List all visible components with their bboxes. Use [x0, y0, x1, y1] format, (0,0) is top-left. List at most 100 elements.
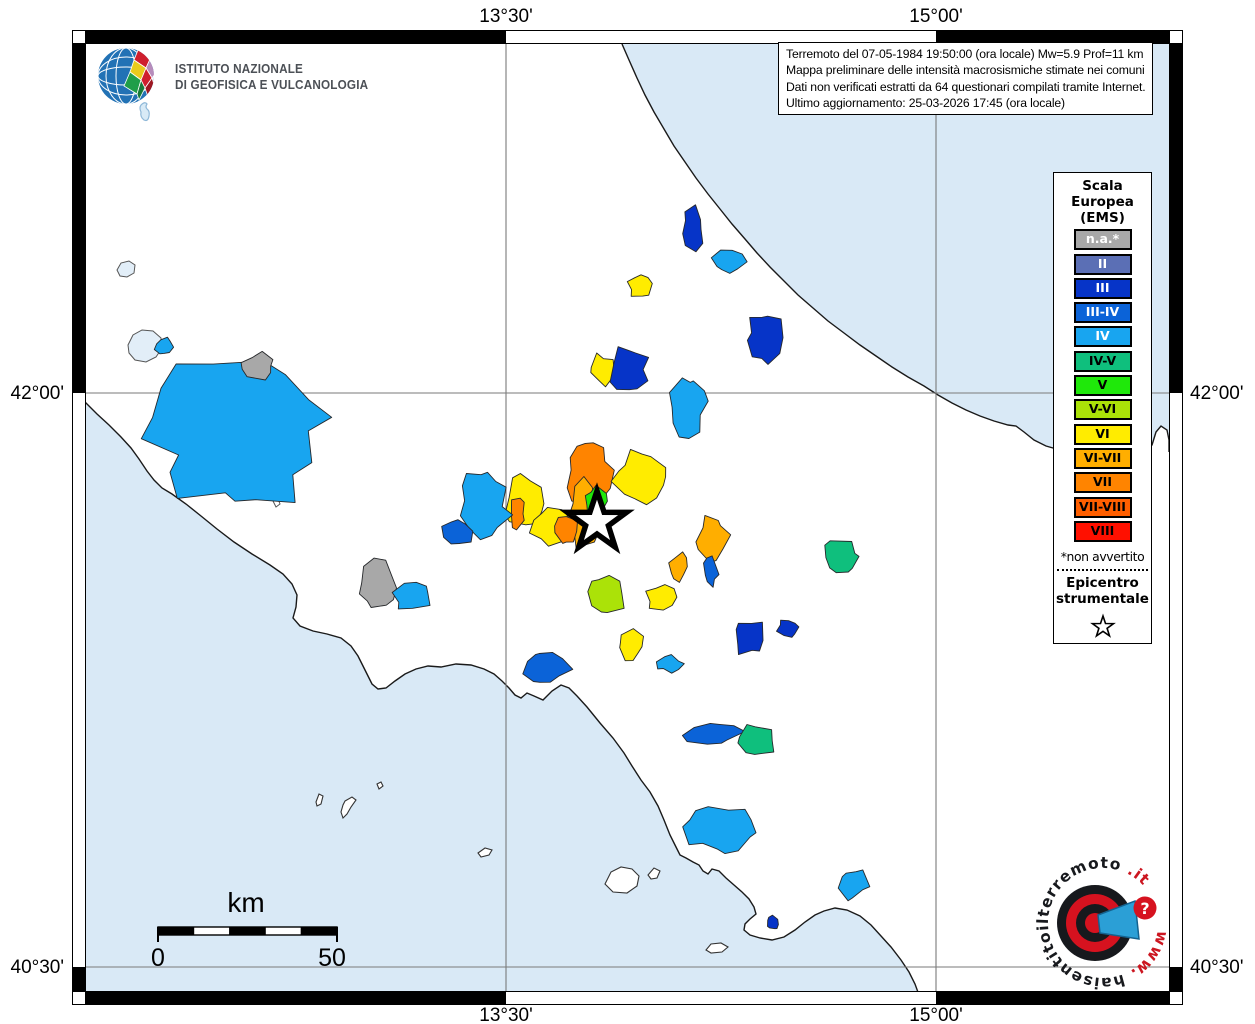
legend-separator: [1057, 568, 1148, 571]
municipality-intensity-VI-VII: [668, 551, 688, 583]
legend-swatch-III-IV: III-IV: [1073, 302, 1132, 324]
axis-label: 42°00': [1190, 383, 1244, 404]
municipality-intensity-III-IV: [441, 519, 474, 545]
epicenter-star: [559, 482, 635, 555]
municipality-intensity-III: [682, 204, 704, 253]
frame-band: [72, 967, 86, 992]
frame-band: [936, 30, 1170, 44]
event-line-2: Mappa preliminare delle intensità macros…: [786, 63, 1145, 78]
municipality-intensity-IV: [837, 869, 871, 902]
map-frame: [72, 30, 1183, 1005]
scale-bar-zero: 0: [151, 944, 165, 972]
frame-band: [506, 30, 936, 44]
legend-title: Scala Europea (EMS): [1054, 178, 1151, 226]
island: [315, 793, 324, 807]
frame-band: [85, 30, 506, 44]
scale-bar-unit: km: [227, 887, 264, 918]
scale-bar-segment: [157, 926, 195, 936]
municipality-layer: [140, 204, 871, 930]
municipality-intensity-VII: [511, 497, 525, 531]
municipality-intensity-VI: [590, 352, 615, 388]
municipality-intensity-VI-VII: [695, 514, 732, 564]
legend-swatch-VI-VII: VI-VII: [1073, 447, 1132, 469]
island: [477, 847, 493, 858]
legend-epicenter-title: Epicentro strumentale: [1054, 575, 1151, 608]
epicenter-layer: [559, 482, 635, 555]
municipality-intensity-IV-V: [737, 724, 775, 755]
frame-corner: [72, 30, 86, 44]
legend-swatch-V-VI: V-VI: [1073, 399, 1132, 421]
scale-bar-segment: [300, 926, 338, 936]
legend-items: n.a.* II III III-IV IV IV-V V V-VI VI VI-VII VII VI…: [1054, 229, 1151, 542]
municipality-intensity-IV: [459, 471, 514, 541]
municipality-intensity-IV: [710, 249, 748, 274]
legend-swatch-VII-VIII: VII-VIII: [1073, 496, 1132, 518]
legend-title-line1: Scala: [1082, 178, 1123, 194]
municipality-intensity-VI: [645, 584, 678, 611]
megaphone-icon: [1097, 899, 1140, 940]
island: [340, 796, 357, 820]
frame-band: [1169, 393, 1183, 967]
legend-footnote: *non avvertito: [1060, 548, 1145, 564]
legend-swatch-IV-V: IV-V: [1073, 350, 1132, 372]
frame-band: [1169, 967, 1183, 992]
municipality-intensity-IV: [669, 377, 709, 439]
frame-band: [72, 393, 86, 967]
lake: [116, 260, 136, 278]
ingv-wordmark: ISTITUTO NAZIONALE DI GEOFISICA E VULCAN…: [175, 62, 368, 130]
municipality-intensity-III-IV: [703, 555, 720, 588]
adriatic-sea: [622, 44, 1169, 454]
legend-epicenter-line1: Epicentro: [1066, 574, 1139, 591]
axis-label: 40°30': [1190, 957, 1244, 978]
municipality-intensity-na: [358, 557, 397, 608]
island: [647, 867, 661, 880]
legend-swatch-III: III: [1073, 277, 1132, 299]
municipality-intensity-III: [735, 621, 764, 656]
frame-corner: [72, 991, 86, 1005]
municipality-intensity-V-VI: [587, 574, 625, 614]
municipality-intensity-IV: [655, 654, 685, 674]
scale-bar: km 0 50: [151, 887, 346, 972]
tyrrhenian-sea: [86, 403, 918, 991]
scale-bar-max: 50: [318, 944, 346, 972]
axis-labels: 13°30' 13°30' 15°00' 15°00' 42°00' 42°00' 40°3…: [11, 6, 1244, 1024]
watermark-logo: ? www. haisentitoilterremoto .it: [1034, 854, 1171, 992]
axis-label: 13°30': [479, 6, 533, 27]
legend-epicenter-line2: strumentale: [1056, 591, 1149, 608]
island: [604, 866, 640, 894]
legend-title-line3: (EMS): [1080, 210, 1125, 226]
scale-bar-segments: [157, 926, 338, 936]
frame-band: [1169, 43, 1183, 393]
question-mark: ?: [1140, 899, 1149, 918]
frame-band: [506, 991, 936, 1005]
frame-band: [72, 43, 86, 393]
question-badge: [1133, 896, 1157, 920]
frame-corner: [1169, 30, 1183, 44]
island: [705, 942, 729, 954]
municipality-intensity-VI: [610, 448, 667, 506]
ingv-line2: DI GEOFISICA E VULCANOLOGIA: [175, 77, 369, 92]
legend-title-line2: Europea: [1071, 194, 1134, 210]
legend-swatch-VII: VII: [1073, 472, 1132, 494]
event-line-3: Dati non verificati estratti da 64 quest…: [786, 79, 1146, 94]
municipality-intensity-na: [240, 350, 274, 381]
legend-swatch-VIII: VIII: [1073, 520, 1132, 542]
scale-bar-segment: [265, 926, 302, 936]
event-line-1: Terremoto del 07-05-1984 19:50:00 (ora l…: [786, 47, 1144, 61]
legend-swatch-na: n.a.*: [1073, 229, 1132, 251]
scale-bar-segment: [193, 926, 230, 936]
sea-layer: [86, 44, 1169, 991]
axis-label: 15°00': [909, 1005, 963, 1024]
frame-band: [936, 991, 1170, 1005]
municipality-intensity-VI: [626, 274, 653, 297]
epicenter-star-icon: [1089, 613, 1116, 638]
municipality-intensity-IV: [391, 581, 431, 610]
municipality-intensity-IV: [682, 806, 757, 855]
event-line-4: Ultimo aggiornamento: 25-03-2026 17:45 (…: [786, 95, 1065, 110]
municipality-intensity-IV-V: [824, 540, 860, 574]
legend-swatch-II: II: [1073, 253, 1132, 275]
island: [376, 781, 384, 790]
scale-bar-segment: [229, 926, 266, 936]
